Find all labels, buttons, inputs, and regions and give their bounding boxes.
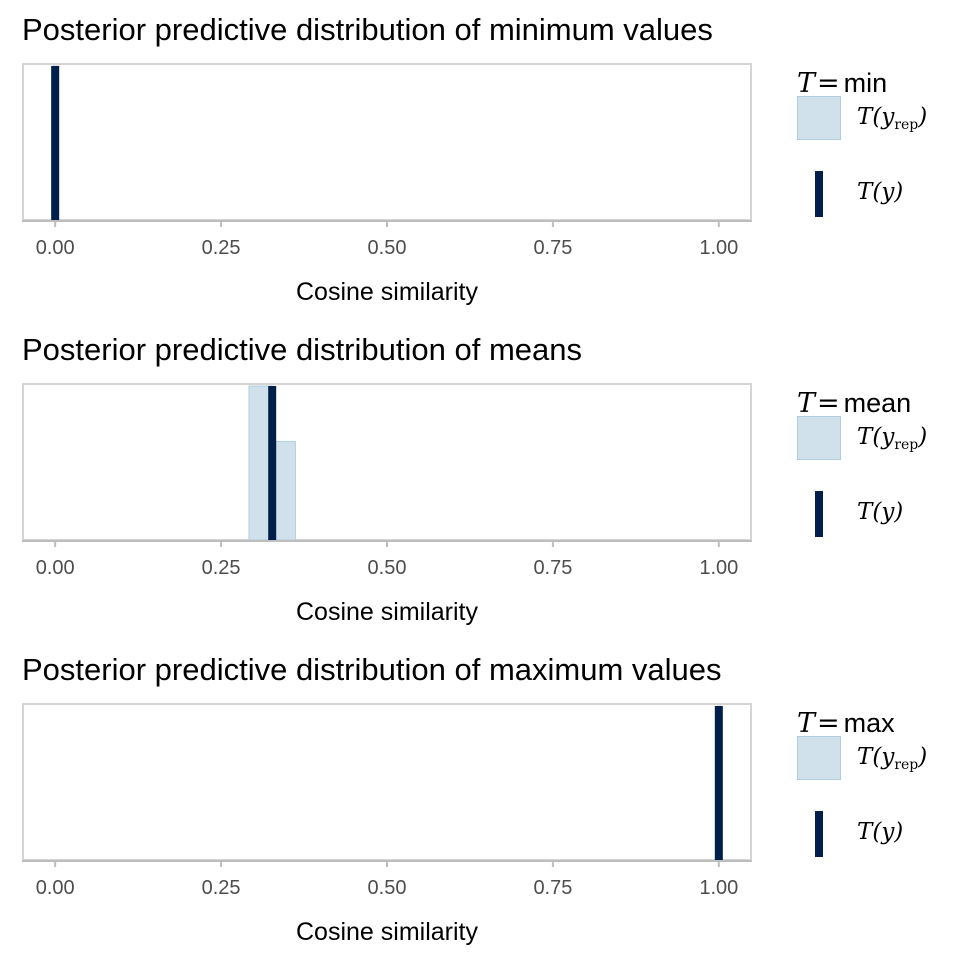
legend: T= mean T(yrep) T(y) (797, 388, 957, 558)
x-tick-label: 0.25 (202, 877, 241, 899)
x-tick-label: 0.50 (368, 877, 407, 899)
panel-means: Posterior predictive distribution of mea… (0, 320, 960, 640)
legend-yrep-main: T(y (857, 744, 895, 770)
legend-title-equals: = (817, 388, 840, 419)
chart-title: Posterior predictive distribution of max… (22, 652, 722, 687)
legend-title-symbol: T (797, 388, 816, 419)
plot-frame (22, 703, 752, 861)
x-axis-label: Cosine similarity (296, 598, 478, 626)
x-tick-label: 0.50 (368, 557, 407, 579)
legend-y-label: T(y) (857, 499, 904, 525)
x-tick-label: 1.00 (699, 877, 738, 899)
x-tick-label: 0.00 (36, 877, 75, 899)
x-axis-label: Cosine similarity (296, 278, 478, 306)
legend-title: T= max (797, 708, 895, 739)
chart-title: Posterior predictive distribution of mea… (22, 332, 582, 367)
x-tick-label: 0.75 (533, 557, 572, 579)
x-tick-label: 0.75 (533, 237, 572, 259)
legend-yrep-label: T(yrep) (857, 104, 927, 133)
legend-y-swatch (815, 811, 823, 857)
legend-yrep-subscript: rep (894, 437, 919, 453)
observed-value-line (714, 706, 723, 860)
legend-title-statistic: mean (843, 388, 912, 418)
legend-yrep-label: T(yrep) (857, 424, 927, 453)
legend-yrep-main: T(y (857, 104, 895, 130)
legend-title-symbol: T (797, 708, 816, 739)
legend-title-statistic: min (843, 68, 888, 98)
x-tick-label: 0.25 (202, 237, 241, 259)
histogram-plot: 0.00 0.25 0.50 0.75 1.00 Cosine similarity (22, 63, 752, 306)
x-tick-label: 1.00 (699, 237, 738, 259)
legend-yrep-close: ) (918, 744, 928, 770)
legend: T= min T(yrep) T(y) (797, 68, 957, 238)
legend-title-equals: = (817, 708, 840, 739)
legend-yrep-label: T(yrep) (857, 744, 927, 773)
legend-yrep-close: ) (918, 104, 928, 130)
legend-title-statistic: max (843, 708, 895, 738)
legend-title-symbol: T (797, 68, 816, 99)
legend-title: T= min (797, 68, 887, 99)
x-tick-label: 0.00 (36, 557, 75, 579)
legend-title: T= mean (797, 388, 911, 419)
legend-yrep-swatch (797, 416, 841, 460)
histogram-plot: 0.00 0.25 0.50 0.75 1.00 Cosine similarity (22, 703, 752, 946)
chart-title: Posterior predictive distribution of min… (22, 12, 713, 47)
x-tick-label: 0.00 (36, 237, 75, 259)
legend-yrep-swatch (797, 736, 841, 780)
legend-y-label: T(y) (857, 819, 904, 845)
legend-yrep-main: T(y (857, 424, 895, 450)
x-tick-label: 1.00 (699, 557, 738, 579)
observed-value-line (51, 66, 60, 220)
plot-frame (22, 383, 752, 541)
legend-y-swatch (815, 491, 823, 537)
legend-yrep-subscript: rep (894, 757, 919, 773)
legend-yrep-subscript: rep (894, 117, 919, 133)
x-axis-label: Cosine similarity (296, 918, 478, 946)
panel-minimum: Posterior predictive distribution of min… (0, 0, 960, 320)
observed-value-line (268, 386, 277, 540)
x-tick-label: 0.75 (533, 877, 572, 899)
plot-frame (22, 63, 752, 221)
legend: T= max T(yrep) T(y) (797, 708, 957, 878)
x-tick-label: 0.25 (202, 557, 241, 579)
x-tick-label: 0.50 (368, 237, 407, 259)
legend-yrep-close: ) (918, 424, 928, 450)
panel-maximum: Posterior predictive distribution of max… (0, 640, 960, 960)
legend-title-equals: = (817, 68, 840, 99)
legend-yrep-swatch (797, 96, 841, 140)
legend-y-swatch (815, 171, 823, 217)
histogram-plot: 0.00 0.25 0.50 0.75 1.00 Cosine similarity (22, 383, 752, 626)
legend-y-label: T(y) (857, 179, 904, 205)
